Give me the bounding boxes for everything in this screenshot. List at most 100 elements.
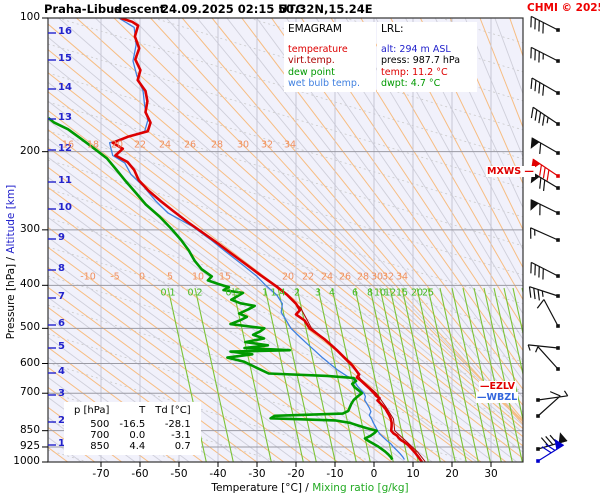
table-row: 500 -16.5 -28.1 <box>69 419 196 430</box>
mixing-ratio-label-4: 4 <box>328 287 336 299</box>
pressure-tick-100: 100 <box>19 11 40 23</box>
altitude-tick-14km: 14 <box>58 82 72 93</box>
altitude-tick-10km: 10 <box>58 202 72 213</box>
mxws-label: MXWS — <box>486 166 535 177</box>
x-axis-temperature-label: Temperature [°C] <box>211 482 302 494</box>
adiabat-label-200-26: 26 <box>183 139 197 151</box>
mixing-ratio-label-8: 8 <box>366 287 374 299</box>
wind-barb-400 <box>536 390 569 402</box>
cell-td-500: -28.1 <box>164 419 191 430</box>
mixing-ratio-label-6: 6 <box>351 287 359 299</box>
temp-tick--10: -10 <box>326 468 344 480</box>
adiabat-label-400-32: 32 <box>381 271 395 283</box>
y-axis-title: Pressure [hPa] / Altitude [km] <box>5 152 17 372</box>
mixing-ratio-label-12: 12 <box>383 287 397 299</box>
altitude-tick-11km: 11 <box>58 175 72 186</box>
pressure-tick-925: 925 <box>19 439 40 452</box>
legend-item-dew-point: dew point <box>288 66 335 78</box>
altitude-tick-13km: 13 <box>58 112 72 123</box>
cell-t-500: -16.5 <box>119 419 146 430</box>
adiabat-label-400-10: 10 <box>191 271 205 283</box>
adiabat-label-400-20: 20 <box>281 271 295 283</box>
adiabat-label-400-5: 5 <box>166 271 174 283</box>
ezlv-label: —EZLV <box>479 381 516 392</box>
mixing-ratio-label-1.4: 1.4 <box>270 287 286 299</box>
altitude-tick-16km: 16 <box>58 26 72 37</box>
sounding-datetime: 24.09.2025 02:15 UTC <box>161 2 304 16</box>
adiabat-label-400-34: 34 <box>395 271 409 283</box>
copyright: CHMI © 2025 <box>527 2 600 14</box>
adiabat-label-200-28: 28 <box>210 139 224 151</box>
temp-tick-10: 10 <box>406 468 420 480</box>
temp-tick-30: 30 <box>484 468 498 480</box>
lrl-title: LRL: <box>381 23 404 35</box>
temp-tick--30: -30 <box>248 468 266 480</box>
temp-tick--70: -70 <box>92 468 110 480</box>
lrl-dewpoint: dwpt: 4.7 °C <box>381 78 441 89</box>
ezlv-dash: — <box>480 381 490 392</box>
wind-barb-30 <box>530 15 560 34</box>
altitude-tick-1km: 1 <box>58 438 65 449</box>
wind-barb-61 <box>530 46 560 63</box>
wbzl-text: WBZL <box>486 392 518 403</box>
mixing-ratio-label-0.2: 0.2 <box>187 287 203 299</box>
temp-tick--50: -50 <box>170 468 188 480</box>
wind-barb-mxws <box>531 158 560 181</box>
pressure-tick-300: 300 <box>19 222 40 235</box>
wind-barb-240 <box>529 227 560 242</box>
y-axis-altitude-label: Altitude [km] <box>5 184 17 254</box>
altitude-tick-7km: 7 <box>58 291 65 302</box>
adiabat-label-400-0: 0 <box>138 271 146 283</box>
mixing-ratio-label-2: 2 <box>293 287 301 299</box>
mixing-ratio-label-0.1: 0.1 <box>160 287 176 299</box>
wind-barb-153 <box>530 137 560 155</box>
lrl-altitude: alt: 294 m ASL <box>381 43 451 55</box>
station-name: Praha-Libus <box>44 2 122 16</box>
cell-t-850: 4.4 <box>129 441 146 452</box>
wbzl-dash: — <box>477 392 487 403</box>
x-axis-separator: / <box>305 482 309 494</box>
adiabat-label-400-22: 22 <box>301 271 315 283</box>
temp-tick--60: -60 <box>131 468 149 480</box>
table-header-temp: T <box>139 405 146 416</box>
mixing-ratio-label-0.5: 0.5 <box>225 287 241 299</box>
cell-p-500: 500 <box>90 419 110 430</box>
adiabat-label-200-18: 18 <box>86 139 100 151</box>
wbzl-label: —WBZL <box>476 392 519 403</box>
wind-barb-296 <box>528 286 560 301</box>
pressure-tick-1000: 1000 <box>13 455 40 467</box>
mixing-ratio-label-15: 15 <box>395 287 409 299</box>
table-header-pressure: p [hPa] <box>74 405 110 416</box>
wind-barb-124 <box>530 106 560 126</box>
wind-barb-93 <box>530 77 560 96</box>
wind-barb-326 <box>536 299 560 328</box>
adiabat-label-200-30: 30 <box>236 139 250 151</box>
pressure-tick-850: 850 <box>19 423 40 436</box>
pressure-tick-500: 500 <box>19 321 40 334</box>
wind-barb-416 <box>536 391 561 418</box>
lrl-pressure: press: 987.7 hPa <box>381 55 461 66</box>
mixing-ratio-label-25: 25 <box>421 287 435 299</box>
wind-barb-188 <box>530 171 560 192</box>
altitude-tick-3km: 3 <box>58 388 65 399</box>
temp-tick--40: -40 <box>209 468 227 480</box>
mxws-text: MXWS <box>487 166 522 177</box>
mixing-ratio-label-1: 1 <box>261 287 269 299</box>
wind-barb-surface <box>536 438 565 463</box>
altitude-tick-12km: 12 <box>58 143 72 154</box>
legend-item-virt-temp: virt.temp. <box>288 55 335 66</box>
altitude-tick-9km: 9 <box>58 232 65 243</box>
adiabat-label-400-28: 28 <box>356 271 370 283</box>
x-axis-mixing-label: Mixing ratio [g/kg] <box>312 482 409 494</box>
cell-td-850: 0.7 <box>174 441 191 452</box>
ezlv-text: EZLV <box>489 381 515 392</box>
pressure-tick-600: 600 <box>19 356 40 369</box>
adiabat-label-400-24: 24 <box>320 271 334 283</box>
adiabat-label-200-34: 34 <box>283 139 297 151</box>
wind-barb-449 <box>536 432 568 451</box>
lrl-temperature: temp: 11.2 °C <box>381 66 448 78</box>
adiabat-label-400--5: -5 <box>110 271 120 283</box>
adiabat-label-400-15: 15 <box>218 271 232 283</box>
